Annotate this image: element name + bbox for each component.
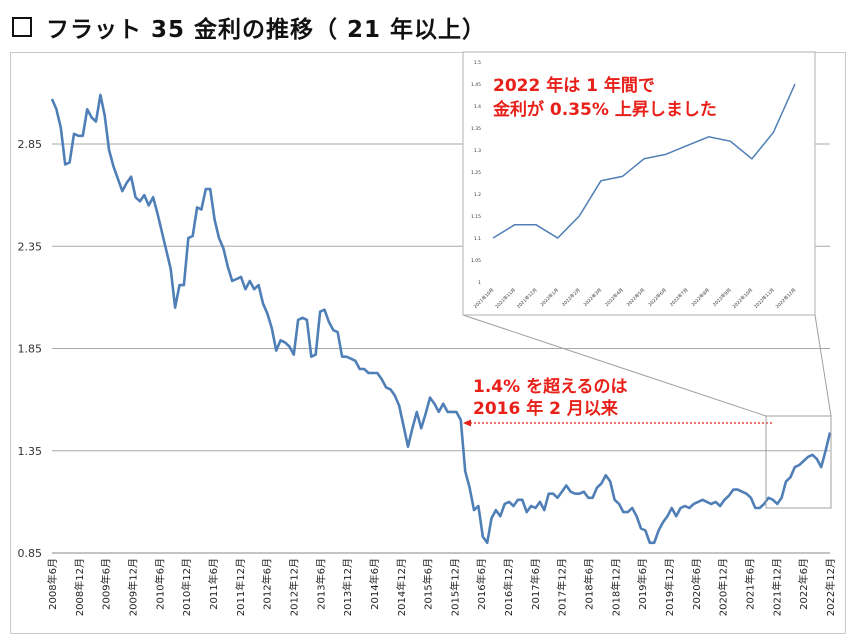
main-series-line bbox=[50, 93, 832, 545]
main-annotation-line-2: 2016 年 2 月以来 bbox=[473, 398, 619, 419]
main-x-tick-label: 2016年6月 bbox=[475, 558, 488, 610]
main-x-tick-label: 2012年12月 bbox=[287, 558, 300, 616]
main-x-tick-label: 2009年12月 bbox=[126, 558, 139, 616]
inset-y-tick-label: 1.3 bbox=[474, 148, 481, 154]
inset-y-tick-label: 1.5 bbox=[474, 60, 481, 66]
main-x-tick-label: 2012年6月 bbox=[261, 558, 274, 610]
main-x-tick-label: 2015年12月 bbox=[448, 558, 461, 616]
main-x-tick-label: 2008年12月 bbox=[73, 558, 86, 616]
main-y-tick-label: 2.35 bbox=[18, 240, 43, 253]
main-x-tick-label: 2022年12月 bbox=[824, 558, 837, 616]
main-x-axis-ticks: 2008年6月 2008年12月 2009年6月 2009年12月 2010年6月 201… bbox=[46, 558, 837, 616]
inset-y-tick-label: 1.25 bbox=[471, 170, 481, 176]
inset-series-line bbox=[492, 83, 796, 239]
annotation-arrow-head bbox=[463, 419, 471, 427]
chart-frame bbox=[10, 52, 846, 634]
inset-annotation-line-2: 金利が 0.35% 上昇しました bbox=[492, 99, 717, 120]
main-x-tick-label: 2021年6月 bbox=[744, 558, 757, 610]
main-y-axis-ticks: 0.85 1.35 1.85 2.35 2.85 bbox=[18, 138, 43, 560]
zoom-highlight-box bbox=[765, 415, 832, 509]
annotation-arrow bbox=[463, 419, 772, 427]
inset-y-tick-label: 1.35 bbox=[471, 126, 481, 132]
main-y-tick-label: 1.35 bbox=[18, 445, 43, 458]
main-x-tick-label: 2013年12月 bbox=[341, 558, 354, 616]
main-y-tick-label: 2.85 bbox=[18, 138, 43, 151]
inset-y-tick-label: 1.05 bbox=[471, 258, 481, 264]
main-x-tick-label: 2018年6月 bbox=[583, 558, 596, 610]
main-x-tick-label: 2014年6月 bbox=[368, 558, 381, 610]
main-x-tick-label: 2014年12月 bbox=[395, 558, 408, 616]
zoom-connector-right bbox=[814, 314, 832, 417]
main-x-tick-label: 2020年12月 bbox=[717, 558, 730, 616]
main-series bbox=[50, 93, 832, 545]
main-x-tick-label: 2011年12月 bbox=[234, 558, 247, 616]
inset-y-tick-label: 1 bbox=[478, 280, 481, 286]
main-x-tick-label: 2022年6月 bbox=[797, 558, 810, 610]
main-x-tick-label: 2008年6月 bbox=[46, 558, 59, 610]
zoom-connector-left bbox=[462, 314, 767, 417]
main-x-tick-label: 2020年6月 bbox=[690, 558, 703, 610]
main-x-tick-label: 2010年6月 bbox=[153, 558, 166, 610]
main-annotation-line-1: 1.4% を超えるのは bbox=[473, 376, 628, 397]
main-y-tick-label: 1.85 bbox=[18, 343, 43, 356]
inset-y-tick-label: 1.15 bbox=[471, 214, 481, 220]
main-x-tick-label: 2019年12月 bbox=[663, 558, 676, 616]
inset-y-tick-label: 1.1 bbox=[474, 236, 481, 242]
inset-y-tick-label: 1.45 bbox=[471, 82, 481, 88]
title-checkbox-square bbox=[12, 17, 32, 37]
main-gridlines bbox=[52, 143, 830, 554]
main-x-tick-label: 2009年6月 bbox=[100, 558, 113, 610]
main-x-tick-label: 2011年6月 bbox=[207, 558, 220, 610]
main-y-tick-label: 0.85 bbox=[18, 547, 43, 560]
page-title: フラット 35 金利の推移（ 21 年以上） bbox=[46, 17, 487, 43]
inset-y-tick-label: 1.2 bbox=[474, 192, 481, 198]
main-x-tick-label: 2019年6月 bbox=[636, 558, 649, 610]
inset-annotation-line-1: 2022 年は 1 年間で bbox=[493, 75, 655, 96]
main-x-tick-label: 2015年6月 bbox=[422, 558, 435, 610]
main-x-tick-label: 2010年12月 bbox=[180, 558, 193, 616]
inset-y-tick-label: 1.4 bbox=[474, 104, 481, 110]
main-x-tick-label: 2017年6月 bbox=[529, 558, 542, 610]
main-x-tick-label: 2021年12月 bbox=[770, 558, 783, 616]
inset-chart-frame bbox=[462, 51, 816, 316]
main-x-tick-label: 2013年6月 bbox=[314, 558, 327, 610]
inset-y-axis-ticks: 1 1.05 1.1 1.15 1.2 1.25 1.3 1.35 1.4 1.45 1.5 bbox=[471, 60, 481, 286]
main-x-tick-label: 2018年12月 bbox=[609, 558, 622, 616]
main-x-tick-label: 2016年12月 bbox=[502, 558, 515, 616]
main-x-tick-label: 2017年12月 bbox=[556, 558, 569, 616]
inset-series bbox=[492, 83, 796, 239]
